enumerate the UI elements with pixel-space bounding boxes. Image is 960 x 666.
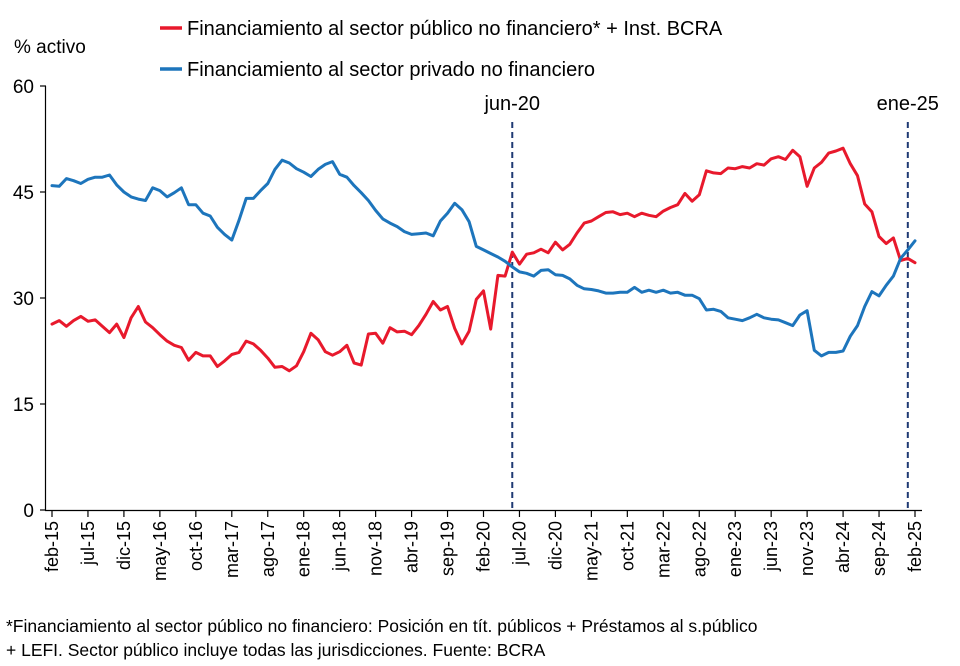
x-ticks: feb-15 jul-15 dic-15 may-16 oct-16 mar-17 ago-… <box>42 510 925 581</box>
series-layer <box>50 146 917 373</box>
legend: Financiamiento al sector público no fina… <box>160 18 723 81</box>
legend-label-privado: Financiamiento al sector privado no fina… <box>187 59 595 81</box>
x-tick-label: dic-20 <box>545 521 565 570</box>
x-tick-label: feb-20 <box>474 521 494 572</box>
x-tick-label: jul-20 <box>509 521 529 566</box>
x-tick-label: nov-18 <box>366 521 386 576</box>
y-tick-label: 30 <box>13 289 34 310</box>
x-tick-label: sep-24 <box>869 521 889 576</box>
x-tick-label: nov-23 <box>797 521 817 576</box>
x-tick-label: ago-22 <box>689 521 709 577</box>
annotation-label: ene-25 <box>877 93 939 115</box>
series-line-privado <box>50 158 917 358</box>
x-tick-label: may-16 <box>150 521 170 581</box>
annotation-label: jun-20 <box>483 93 540 115</box>
x-tick-label: ene-23 <box>725 521 745 577</box>
y-ticks: 0 15 30 45 60 <box>13 77 46 522</box>
x-tick-label: abr-19 <box>402 521 422 573</box>
x-tick-label: dic-15 <box>114 521 134 570</box>
x-tick-label: ago-17 <box>258 521 278 577</box>
x-tick-label: feb-25 <box>905 521 925 572</box>
x-tick-label: mar-17 <box>222 521 242 578</box>
footnote: *Financiamiento al sector público no fin… <box>6 614 956 662</box>
footnote-line-2: + LEFI. Sector público incluye todas las… <box>6 640 546 660</box>
annotations: jun-20 ene-25 <box>483 93 939 510</box>
y-tick-label: 60 <box>13 77 34 98</box>
x-tick-label: abr-24 <box>833 521 853 573</box>
y-tick-label: 45 <box>13 183 34 204</box>
footnote-line-1: *Financiamiento al sector público no fin… <box>6 616 758 636</box>
x-tick-label: mar-22 <box>653 521 673 578</box>
legend-label-publico: Financiamiento al sector público no fina… <box>187 18 723 40</box>
y-tick-label: 0 <box>23 501 34 522</box>
y-axis-title: % activo <box>14 37 86 58</box>
x-tick-label: feb-15 <box>42 521 62 572</box>
x-tick-label: jul-15 <box>78 521 98 566</box>
x-tick-label: ene-18 <box>294 521 314 577</box>
x-tick-label: sep-19 <box>438 521 458 576</box>
x-tick-label: may-21 <box>581 521 601 581</box>
chart: Financiamiento al sector público no fina… <box>13 18 939 581</box>
y-tick-label: 15 <box>13 395 34 416</box>
x-tick-label: jun-23 <box>761 521 781 572</box>
x-tick-label: jun-18 <box>330 521 350 572</box>
x-tick-label: oct-16 <box>186 521 206 571</box>
x-tick-label: oct-21 <box>617 521 637 571</box>
series-line-publico <box>50 146 917 373</box>
